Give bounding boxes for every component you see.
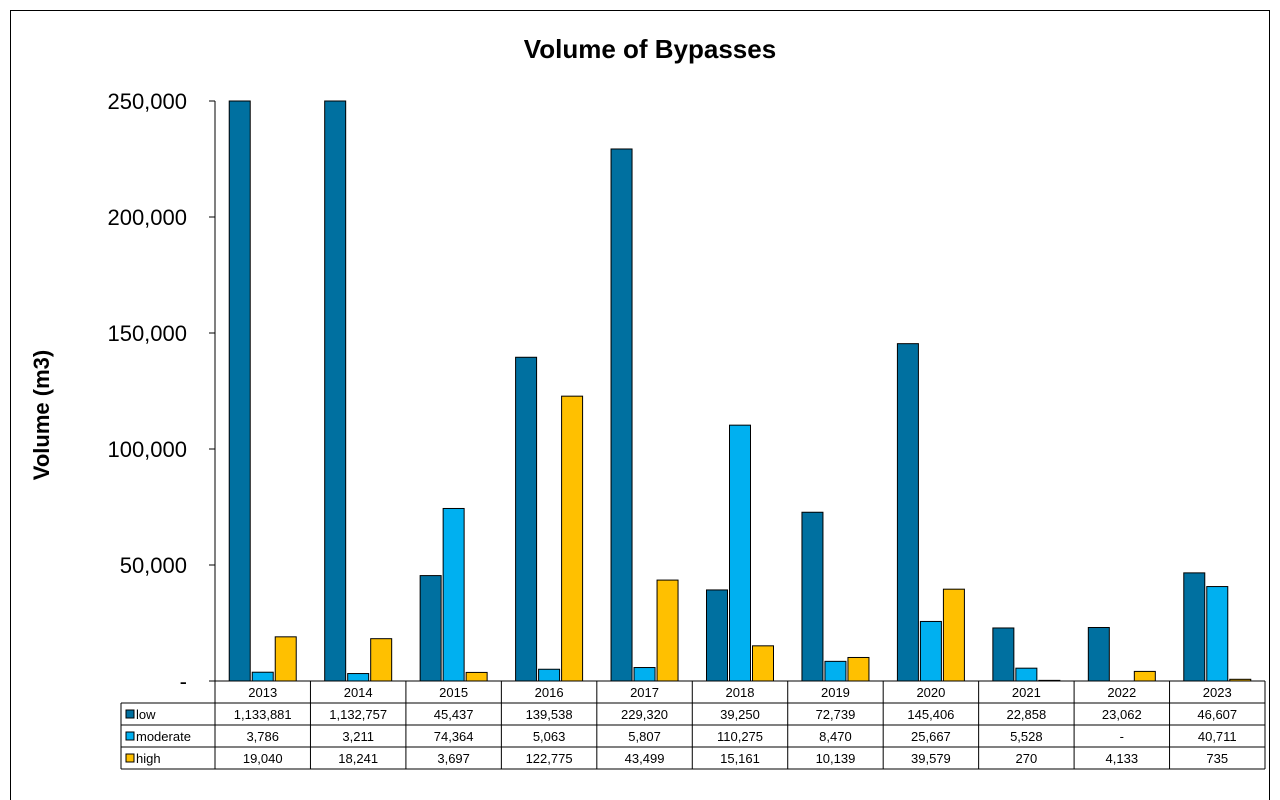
data-label: 25,667: [911, 729, 951, 744]
data-label: 4,133: [1106, 751, 1139, 766]
category-label: 2018: [726, 685, 755, 700]
y-tick-label: 100,000: [107, 437, 187, 462]
category-label: 2021: [1012, 685, 1041, 700]
y-tick-label: 250,000: [107, 89, 187, 114]
category-label: 2013: [248, 685, 277, 700]
bar-low: [515, 356, 538, 682]
data-label: 1,133,881: [234, 707, 292, 722]
data-label: 3,697: [437, 751, 470, 766]
legend-swatch-moderate: [125, 731, 135, 741]
bar-moderate: [251, 671, 274, 682]
bar-moderate: [824, 660, 847, 682]
data-label: 110,275: [717, 729, 763, 744]
data-label: 23,062: [1102, 707, 1142, 722]
bar-moderate: [919, 620, 942, 682]
bar-high: [847, 656, 870, 682]
bar-low: [419, 575, 442, 682]
data-label: 74,364: [434, 729, 474, 744]
bar-low: [1087, 626, 1110, 682]
data-label: 3,786: [246, 729, 279, 744]
data-label: 229,320: [621, 707, 668, 722]
bar-moderate: [1015, 667, 1038, 682]
category-label: 2020: [916, 685, 945, 700]
bar-high: [1133, 670, 1156, 682]
bar-high: [752, 645, 774, 682]
bar-low: [1183, 572, 1206, 682]
category-label: 2015: [439, 685, 468, 700]
category-label: 2023: [1203, 685, 1232, 700]
data-label: 18,241: [338, 751, 378, 766]
data-label: 3,211: [342, 729, 374, 744]
legend-label-high: high: [136, 751, 161, 766]
data-label: 145,406: [907, 707, 954, 722]
data-label: 45,437: [434, 707, 474, 722]
data-label: 1,132,757: [329, 707, 387, 722]
category-label: 2016: [535, 685, 564, 700]
chart-frame: [10, 10, 1270, 800]
legend-swatch-high: [125, 753, 135, 763]
bar-moderate: [538, 668, 561, 682]
category-label: 2019: [821, 685, 850, 700]
bar-high: [370, 638, 393, 682]
bar-low: [801, 511, 824, 682]
y-tick-label: 150,000: [107, 321, 187, 346]
data-label: 39,579: [911, 751, 951, 766]
bar-moderate: [633, 667, 656, 682]
bar-moderate: [1206, 586, 1229, 682]
data-label: 22,858: [1006, 707, 1046, 722]
bar-high: [942, 588, 965, 682]
bar-low: [706, 589, 728, 682]
category-label: 2017: [630, 685, 659, 700]
data-label: 40,711: [1198, 729, 1237, 744]
data-label: 39,250: [720, 707, 760, 722]
data-label: 139,538: [526, 707, 573, 722]
bar-high: [656, 579, 679, 682]
data-label: 8,470: [819, 729, 852, 744]
bar-high: [274, 636, 297, 682]
data-label: 5,807: [628, 729, 661, 744]
bar-low: [324, 100, 347, 682]
y-tick-label: 50,000: [120, 553, 187, 578]
data-label: 15,161: [720, 751, 760, 766]
bar-high: [561, 395, 584, 682]
bar-moderate: [347, 673, 370, 682]
chart-title: Volume of Bypasses: [523, 34, 777, 64]
data-label: 270: [1016, 751, 1038, 766]
legend-label-moderate: moderate: [136, 729, 191, 744]
bar-low: [896, 343, 919, 682]
bar-moderate: [442, 507, 465, 682]
bar-low: [228, 100, 251, 682]
data-label: 10,139: [816, 751, 856, 766]
y-tick-label: 200,000: [107, 205, 187, 230]
data-label: 735: [1206, 751, 1228, 766]
bar-low: [992, 627, 1015, 682]
data-label: 5,528: [1010, 729, 1043, 744]
bar-high: [465, 671, 488, 682]
legend-label-low: low: [136, 707, 156, 722]
data-label: 122,775: [526, 751, 573, 766]
bar-low: [610, 148, 633, 682]
data-label: 72,739: [816, 707, 856, 722]
data-label: 19,040: [243, 751, 283, 766]
data-label: 46,607: [1197, 707, 1237, 722]
data-label: 43,499: [625, 751, 665, 766]
category-label: 2022: [1107, 685, 1136, 700]
bar-moderate: [729, 424, 751, 682]
legend-swatch-low: [125, 709, 135, 719]
category-label: 2014: [344, 685, 373, 700]
y-tick-label: -: [180, 669, 187, 694]
data-label: 5,063: [533, 729, 566, 744]
data-label: -: [1120, 729, 1124, 744]
